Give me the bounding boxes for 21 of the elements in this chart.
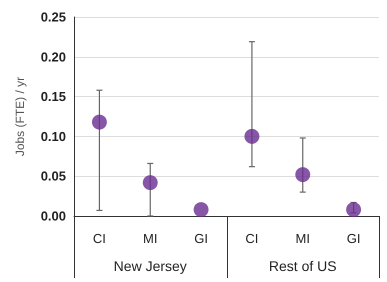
x-tick-label: GI — [346, 231, 360, 246]
y-tick-label: 0.10 — [40, 128, 66, 144]
y-axis-title: Jobs (FTE) / yr — [13, 76, 27, 156]
x-tick-label: MI — [143, 231, 158, 246]
y-tick-label: 0.15 — [40, 89, 66, 104]
point — [92, 114, 107, 130]
y-tick-label: 0.25 — [40, 10, 66, 24]
y-tick-label: 0.20 — [40, 49, 66, 64]
x-tick-label: CI — [92, 231, 106, 246]
point — [295, 167, 310, 182]
x-tick-label: GI — [194, 231, 208, 246]
y-tick-label: 0.05 — [40, 168, 66, 184]
point — [244, 128, 260, 144]
y-tick-label: 0.00 — [40, 208, 66, 224]
text: New Jersey — [112, 258, 188, 274]
point — [142, 175, 158, 190]
x-tick-label: CI — [245, 231, 258, 246]
point — [346, 202, 362, 218]
x-tick-label: MI — [296, 231, 310, 246]
point — [194, 202, 209, 218]
text: Rest of US — [268, 258, 338, 274]
